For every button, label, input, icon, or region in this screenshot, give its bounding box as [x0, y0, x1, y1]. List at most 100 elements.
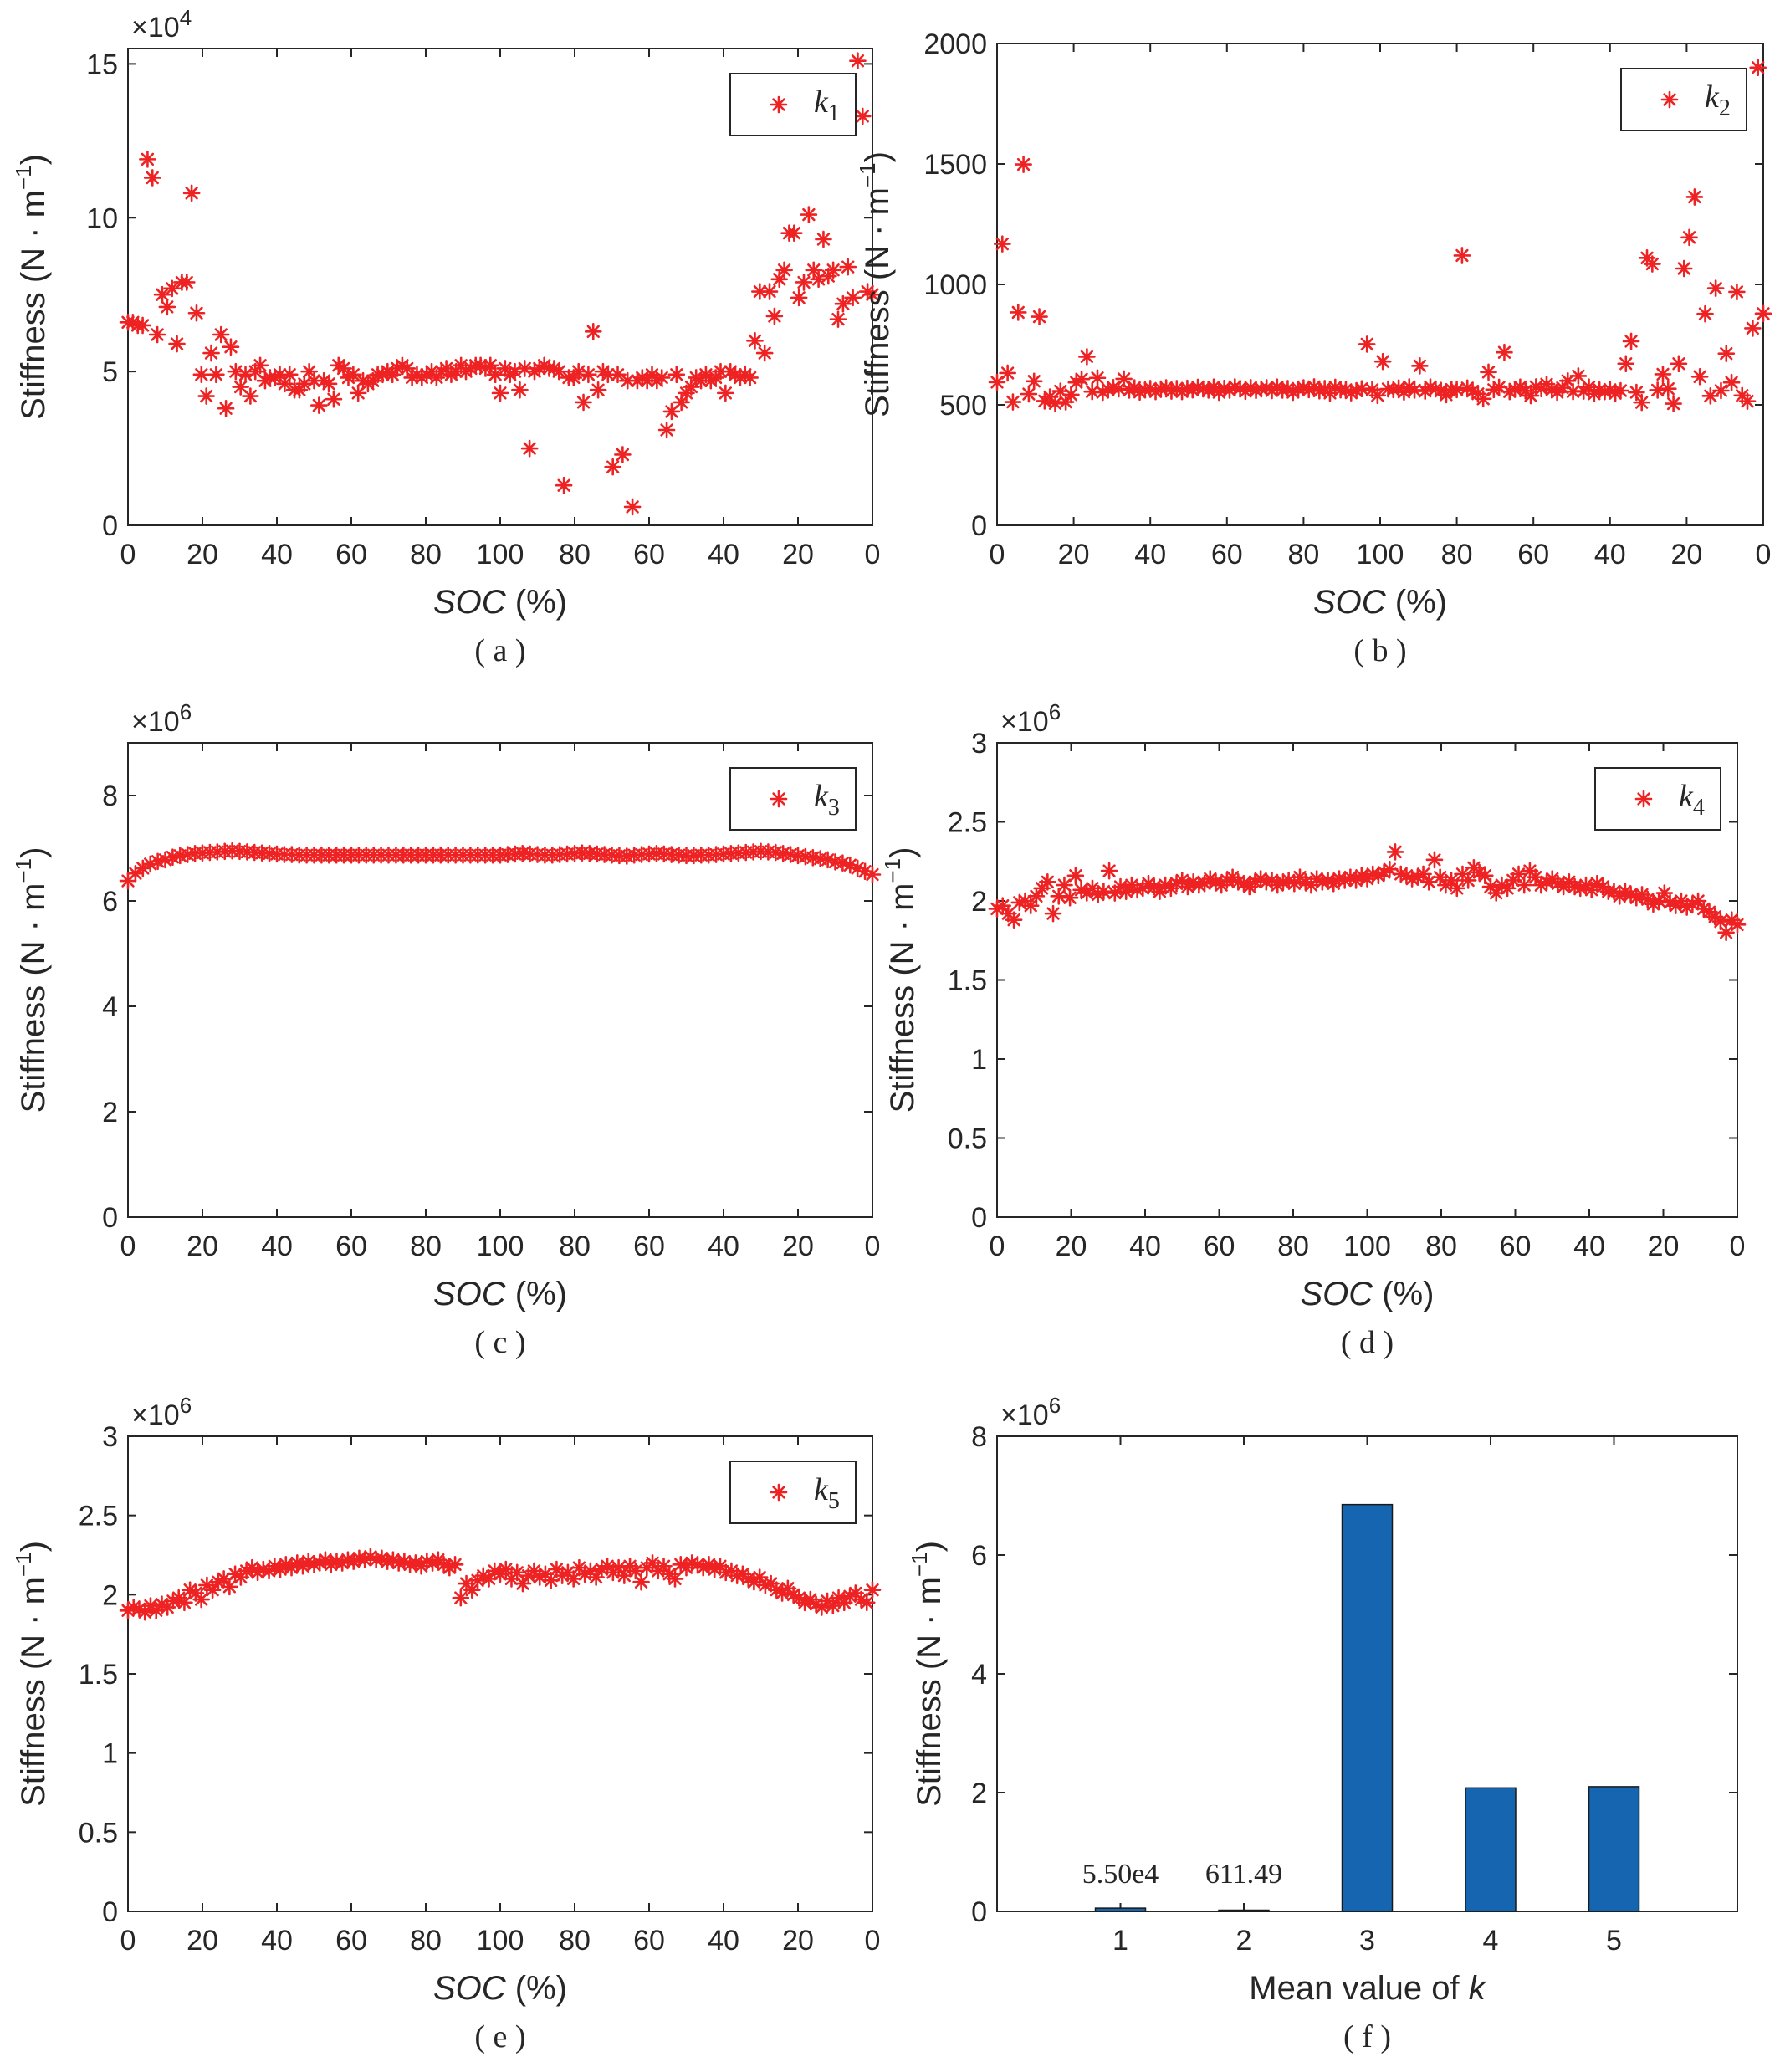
- asterisk-stroke: [996, 899, 1010, 913]
- data-point: [587, 1568, 605, 1586]
- asterisk-stroke: [1059, 395, 1072, 409]
- y-tick-label: 10: [86, 202, 118, 234]
- asterisk-stroke: [657, 1559, 671, 1573]
- asterisk-stroke: [1719, 926, 1733, 939]
- asterisk-stroke: [1408, 383, 1421, 397]
- x-tick-label: 20: [1648, 1230, 1680, 1262]
- asterisk-stroke: [660, 423, 673, 437]
- y-tick-label: 1.5: [79, 1659, 118, 1691]
- x-tick-label: 60: [1500, 1230, 1532, 1262]
- asterisk-stroke: [1492, 381, 1506, 394]
- asterisk-stroke: [601, 368, 615, 381]
- x-axis-label: SOC (%): [433, 1276, 567, 1312]
- data-point: [1706, 279, 1725, 297]
- asterisk-stroke: [714, 365, 728, 378]
- y-axis-label-close: ): [15, 847, 52, 858]
- x-tick-label: 20: [187, 1230, 218, 1262]
- asterisk-stroke: [786, 1588, 800, 1601]
- x-tick-label: 20: [1056, 1230, 1087, 1262]
- asterisk-stroke: [1637, 792, 1650, 806]
- asterisk-stroke: [684, 380, 698, 394]
- asterisk-stroke: [1501, 882, 1514, 895]
- asterisk-stroke: [200, 389, 213, 403]
- data-point: [790, 289, 808, 307]
- asterisk-stroke: [1310, 872, 1323, 886]
- data-point: [1442, 872, 1460, 889]
- asterisk-stroke: [866, 867, 879, 882]
- asterisk-stroke: [195, 368, 208, 381]
- asterisk-stroke: [1645, 257, 1660, 271]
- axis-exponent-power: 6: [1049, 699, 1061, 724]
- data-point: [446, 1556, 464, 1573]
- x-tick-label: 60: [1517, 539, 1549, 570]
- axis-exponent-power: 6: [1049, 1393, 1061, 1418]
- x-tick-label: 80: [410, 1230, 442, 1262]
- y-tick-label: 500: [939, 390, 987, 422]
- x-tick-label: 40: [261, 539, 293, 570]
- data-point: [182, 184, 201, 202]
- panel-caption: ( f ): [1343, 2019, 1391, 2054]
- data-point: [1015, 156, 1032, 173]
- asterisk-stroke: [420, 1554, 434, 1568]
- data-point: [1649, 381, 1666, 399]
- data-point: [1368, 386, 1387, 405]
- data-point: [741, 369, 759, 386]
- asterisk-stroke: [1069, 869, 1082, 883]
- x-tick-label: 0: [120, 1230, 136, 1262]
- asterisk-stroke: [1697, 902, 1711, 916]
- asterisk-stroke: [1159, 381, 1173, 395]
- data-point: [511, 381, 529, 399]
- legend-label-base: k: [814, 84, 829, 120]
- asterisk-stroke: [161, 300, 174, 314]
- asterisk-stroke: [1097, 884, 1111, 898]
- y-axis-label: Stiffness (N · m−1): [11, 847, 52, 1113]
- asterisk-stroke: [1191, 381, 1205, 394]
- panel-caption: ( e ): [474, 2019, 525, 2054]
- asterisk-stroke: [621, 374, 634, 387]
- asterisk-stroke: [183, 1583, 197, 1597]
- asterisk-stroke: [268, 1559, 281, 1573]
- asterisk-stroke: [1170, 381, 1184, 396]
- y-axis-label-close: ): [859, 151, 896, 162]
- asterisk-stroke: [866, 288, 879, 301]
- data-point: [1425, 851, 1444, 869]
- data-point: [1696, 304, 1714, 323]
- data-point: [618, 371, 637, 390]
- panel-caption: ( d ): [1341, 1325, 1394, 1360]
- data-point: [232, 378, 249, 396]
- asterisk-stroke: [307, 374, 321, 387]
- asterisk-stroke: [1663, 93, 1676, 106]
- data-point: [770, 790, 788, 808]
- y-tick-label: 6: [971, 1540, 987, 1572]
- x-tick-label: 40: [1129, 1230, 1161, 1262]
- data-point: [1031, 308, 1048, 325]
- data-point: [604, 458, 621, 476]
- asterisk-stroke: [1672, 357, 1685, 371]
- y-tick-label: 1: [102, 1738, 118, 1770]
- scatter-series: [119, 1548, 882, 1621]
- legend-label-base: k: [1679, 779, 1694, 814]
- bar-data-label: 611.49: [1205, 1859, 1282, 1890]
- asterisk-stroke: [364, 1550, 377, 1563]
- asterisk-stroke: [1048, 396, 1062, 410]
- data-point: [1617, 355, 1635, 373]
- asterisk-stroke: [1652, 894, 1665, 908]
- data-point: [1685, 188, 1704, 206]
- asterisk-stroke: [214, 328, 228, 341]
- asterisk-stroke: [616, 448, 630, 462]
- y-tick-label: 8: [102, 780, 118, 812]
- asterisk-stroke: [1343, 870, 1358, 884]
- x-tick-label: 80: [559, 539, 591, 570]
- data-point: [1100, 862, 1118, 880]
- asterisk-stroke: [581, 368, 596, 381]
- y-tick-label: 2: [102, 1097, 118, 1128]
- asterisk-stroke: [1746, 321, 1760, 335]
- y-tick-label: 2.5: [948, 807, 987, 839]
- asterisk-stroke: [375, 1552, 389, 1565]
- asterisk-stroke: [1465, 384, 1480, 398]
- y-tick-label: 0.5: [948, 1123, 987, 1155]
- y-tick-label: 3: [971, 728, 987, 760]
- data-point: [1448, 879, 1466, 898]
- data-point: [1612, 381, 1629, 400]
- asterisk-stroke: [1032, 310, 1046, 324]
